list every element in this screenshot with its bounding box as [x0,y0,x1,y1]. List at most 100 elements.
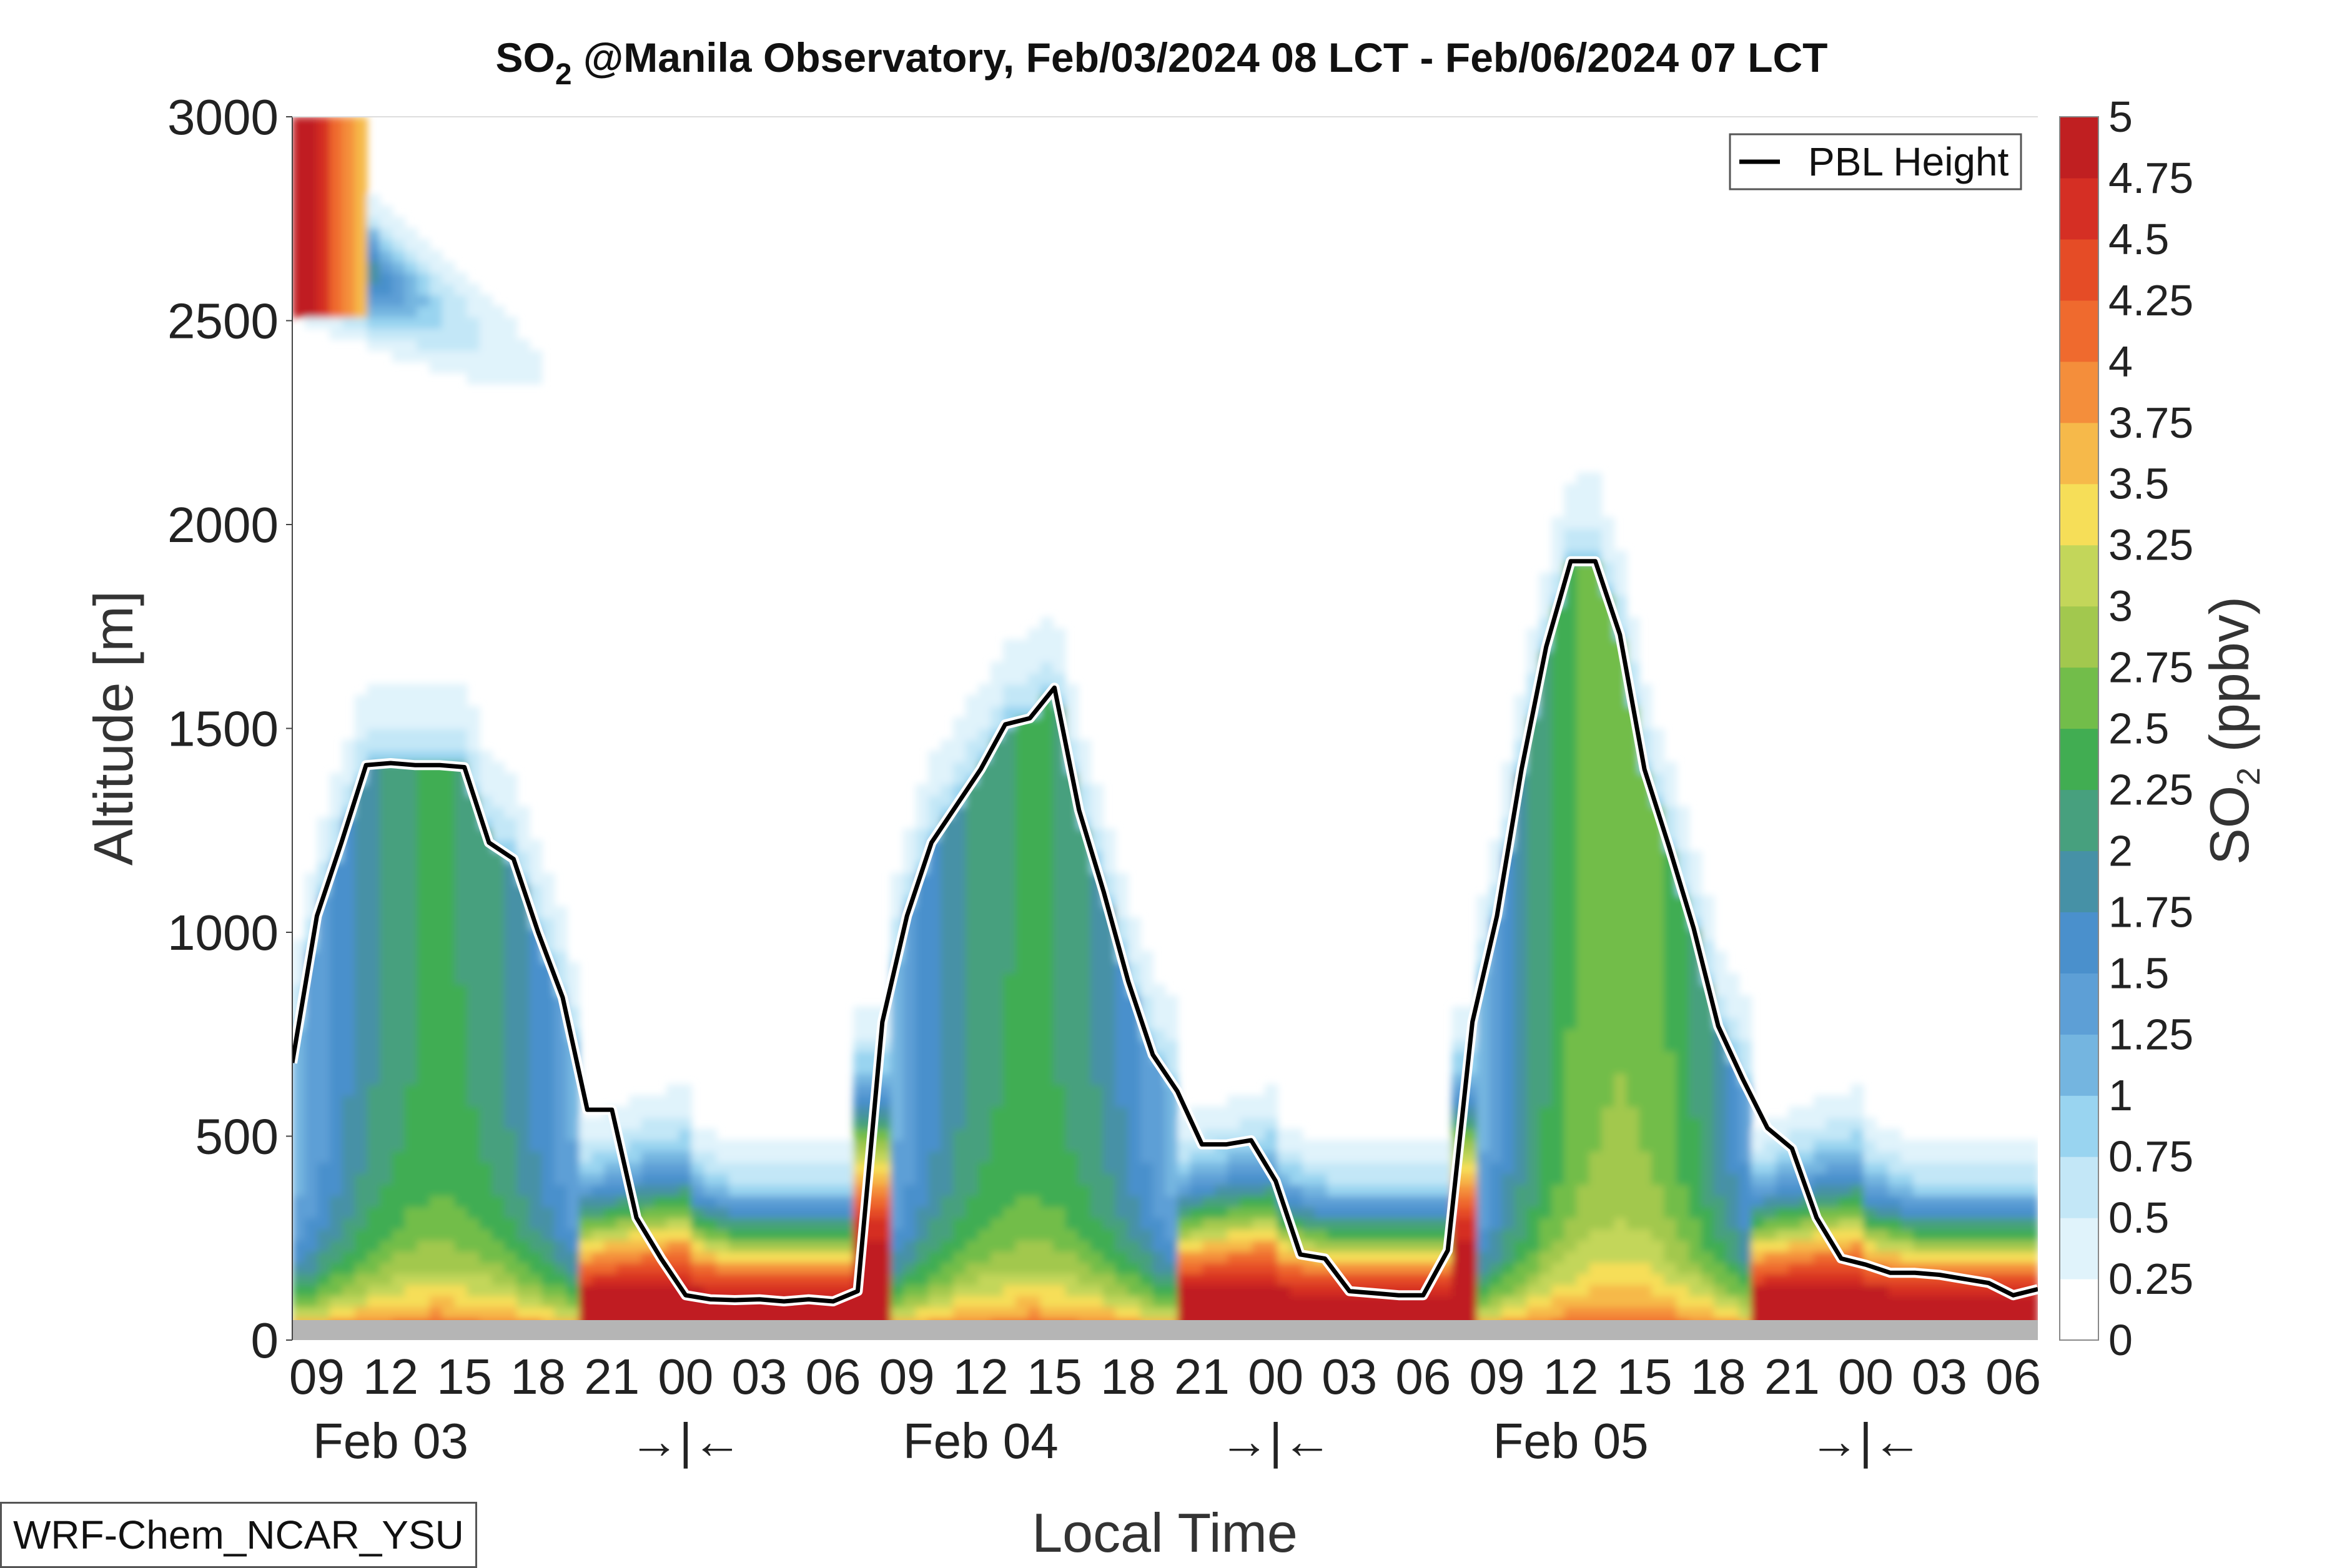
contour-cell [1215,1228,1228,1241]
contour-cell [1140,1084,1154,1097]
contour-cell [1626,1162,1640,1174]
contour-cell [429,739,443,752]
contour-cell [1689,1006,1702,1018]
contour-cell [1027,739,1041,752]
contour-cell [467,929,480,940]
contour-cell [1040,628,1054,641]
contour-cell [1539,906,1553,919]
contour-cell [1489,1295,1503,1308]
contour-cell [1576,772,1590,785]
contour-cell [1340,1218,1353,1230]
contour-cell [1514,1062,1528,1074]
contour-cell [1626,1273,1640,1285]
contour-cell [1090,895,1104,907]
contour-cell [454,717,468,729]
contour-cell [429,1195,443,1208]
contour-cell [492,1284,505,1296]
contour-cell [1639,1095,1653,1108]
contour-cell [317,828,330,841]
contour-cell [1564,1095,1578,1108]
contour-cell [1165,1151,1178,1163]
contour-cell [1401,1162,1415,1174]
contour-cell [1401,1318,1415,1320]
contour-cell [1052,817,1066,829]
contour-cell [442,361,455,373]
contour-cell [1052,962,1066,974]
contour-cell [1564,1040,1578,1052]
contour-cell [329,1273,343,1285]
contour-cell [367,706,380,718]
contour-cell [1564,528,1578,540]
contour-cell [1564,873,1578,885]
contour-cell [1476,1273,1490,1285]
contour-cell [442,828,455,841]
contour-cell [1651,973,1665,985]
contour-cell [953,1228,967,1241]
contour-cell [741,1195,754,1208]
contour-cell [1015,1195,1029,1208]
contour-cell [1539,1107,1553,1118]
contour-cell [454,1218,468,1230]
contour-cell [1664,962,1677,974]
contour-cell [1340,1206,1353,1219]
contour-cell [404,272,418,285]
contour-cell [417,1128,430,1141]
contour-cell [1152,1228,1166,1241]
contour-cell [367,1050,380,1063]
contour-cell [991,1128,1004,1141]
contour-cell [1077,1173,1091,1185]
contour-cell [467,906,480,919]
contour-cell [778,1195,792,1208]
contour-cell [329,1006,343,1018]
contour-cell [1589,817,1603,829]
contour-cell [317,317,330,329]
contour-cell [1489,1017,1503,1030]
contour-cell [454,1318,468,1320]
contour-cell [454,1273,468,1285]
contour-cell [579,1117,593,1130]
contour-cell [329,817,343,829]
contour-cell [703,1240,717,1252]
contour-cell [367,1306,380,1319]
contour-cell [1102,839,1116,852]
contour-cell [392,328,405,340]
contour-cell [554,906,568,919]
contour-cell [978,1206,991,1219]
contour-cell [1040,984,1054,996]
contour-cell [1726,1318,1739,1320]
contour-cell [529,1251,543,1263]
contour-cell [417,1117,430,1130]
contour-cell [1726,1251,1739,1263]
contour-cell [1551,1184,1565,1196]
contour-cell [304,895,318,907]
contour-cell [1501,1195,1515,1208]
contour-cell [1514,1050,1528,1063]
contour-cell [342,1006,355,1018]
contour-cell [1489,1206,1503,1219]
contour-cell [329,806,343,818]
contour-cell [1601,828,1615,841]
contour-cell [1065,1184,1079,1196]
contour-cell [379,950,393,963]
contour-cell [529,1273,543,1285]
contour-cell [1601,784,1615,796]
contour-cell [342,784,355,796]
contour-cell [304,1318,318,1320]
contour-cell [467,1273,480,1285]
contour-cell [1589,1240,1603,1252]
contour-cell [317,239,330,251]
contour-cell [803,1228,817,1241]
contour-cell [941,1140,954,1152]
contour-cell [554,1184,568,1196]
contour-cell [1576,906,1590,919]
contour-cell [442,1128,455,1141]
contour-cell [691,1140,704,1152]
contour-cell [342,884,355,896]
contour-cell [1826,1284,1839,1296]
contour-cell [379,851,393,863]
contour-cell [404,717,418,729]
contour-cell [591,1151,605,1163]
contour-cell [1052,950,1066,963]
contour-cell [429,806,443,818]
contour-cell [504,1240,518,1252]
